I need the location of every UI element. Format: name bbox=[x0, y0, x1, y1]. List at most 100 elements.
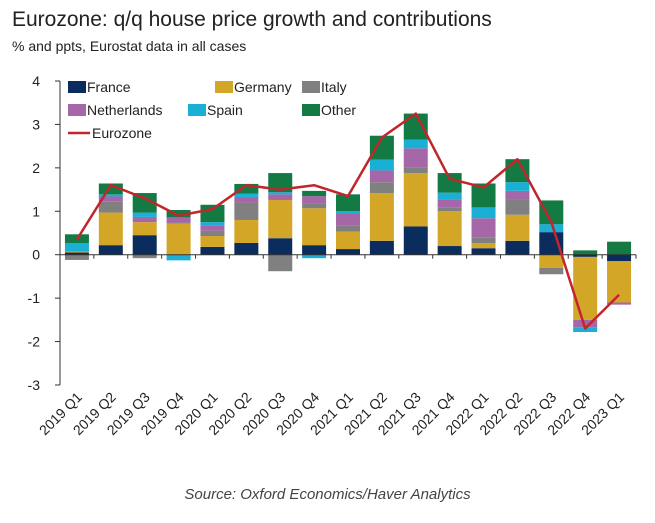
legend-label-france: France bbox=[87, 79, 131, 95]
bar-france bbox=[200, 246, 225, 255]
bar-france bbox=[268, 238, 293, 255]
bar-other bbox=[132, 193, 157, 213]
bar-netherlands bbox=[369, 170, 394, 183]
y-tick-label: 1 bbox=[32, 203, 40, 219]
bar-france bbox=[607, 254, 632, 262]
bar-germany bbox=[98, 212, 123, 246]
bar-netherlands bbox=[573, 319, 598, 328]
bar-france bbox=[471, 248, 496, 255]
bar-spain bbox=[403, 139, 428, 149]
bar-other bbox=[437, 173, 462, 193]
bar-germany bbox=[336, 231, 360, 250]
bar-netherlands bbox=[98, 196, 123, 202]
y-tick-label: 0 bbox=[32, 247, 40, 263]
bars-layer bbox=[64, 113, 632, 333]
bar-france bbox=[437, 246, 462, 255]
bar-germany bbox=[539, 254, 564, 268]
y-tick-label: -2 bbox=[28, 334, 41, 350]
legend-label-other: Other bbox=[321, 102, 356, 118]
y-tick-label: 3 bbox=[32, 116, 40, 132]
legend-swatch-spain bbox=[188, 104, 206, 116]
bar-germany bbox=[200, 236, 225, 247]
bar-netherlands bbox=[200, 225, 225, 231]
legend-label-spain: Spain bbox=[207, 102, 243, 118]
legend-label-germany: Germany bbox=[234, 79, 292, 95]
bar-germany bbox=[268, 199, 293, 239]
bar-netherlands bbox=[471, 218, 496, 238]
y-tick-label: -3 bbox=[28, 377, 41, 393]
bar-spain bbox=[336, 211, 360, 214]
legend-swatch-france bbox=[68, 81, 86, 93]
bar-spain bbox=[200, 222, 225, 226]
bar-other bbox=[200, 204, 225, 223]
legend-swatch-italy bbox=[302, 81, 320, 93]
legend-swatch-other bbox=[302, 104, 320, 116]
bar-germany bbox=[573, 256, 598, 320]
bar-italy bbox=[302, 203, 327, 209]
line-layer bbox=[75, 112, 620, 330]
bar-other bbox=[234, 183, 259, 194]
bar-italy bbox=[403, 167, 428, 174]
bar-other bbox=[573, 250, 598, 255]
bar-france bbox=[302, 245, 327, 255]
bar-netherlands bbox=[234, 196, 259, 203]
legend-label-italy: Italy bbox=[321, 79, 347, 95]
bar-netherlands bbox=[505, 190, 530, 200]
bar-other bbox=[268, 173, 293, 193]
bar-other bbox=[539, 200, 564, 225]
legend-label-eurozone: Eurozone bbox=[92, 125, 152, 141]
bar-germany bbox=[132, 222, 157, 236]
bar-spain bbox=[573, 327, 598, 333]
y-tick-label: 4 bbox=[32, 73, 40, 89]
bar-italy bbox=[132, 254, 157, 259]
bar-germany bbox=[166, 223, 191, 255]
bar-italy bbox=[98, 201, 123, 213]
bar-italy bbox=[369, 182, 394, 194]
bar-other bbox=[98, 183, 123, 195]
bar-italy bbox=[437, 207, 462, 212]
bar-spain bbox=[505, 182, 530, 191]
bar-other bbox=[336, 194, 360, 212]
bar-germany bbox=[505, 214, 530, 241]
bar-italy bbox=[471, 237, 496, 243]
bar-spain bbox=[539, 224, 564, 233]
y-tick-label: -1 bbox=[28, 290, 41, 306]
bar-france bbox=[98, 245, 123, 255]
bar-italy bbox=[166, 222, 191, 224]
bar-spain bbox=[98, 194, 123, 197]
legend-label-netherlands: Netherlands bbox=[87, 102, 163, 118]
bar-italy bbox=[505, 199, 530, 215]
bar-germany bbox=[369, 193, 394, 241]
bar-spain bbox=[64, 242, 89, 252]
legend-swatch-netherlands bbox=[68, 104, 86, 116]
bar-other bbox=[471, 183, 496, 208]
bar-other bbox=[505, 159, 530, 183]
bar-netherlands bbox=[132, 216, 157, 223]
bar-germany bbox=[234, 219, 259, 243]
bar-netherlands bbox=[437, 199, 462, 208]
bar-spain bbox=[268, 192, 293, 195]
bar-spain bbox=[369, 159, 394, 171]
bar-netherlands bbox=[403, 148, 428, 168]
bar-france bbox=[369, 240, 394, 255]
bar-italy bbox=[234, 202, 259, 220]
bar-france bbox=[505, 240, 530, 255]
bar-spain bbox=[471, 207, 496, 219]
bar-spain bbox=[437, 192, 462, 200]
bar-spain bbox=[234, 193, 259, 197]
bar-netherlands bbox=[607, 302, 632, 305]
bar-france bbox=[64, 252, 89, 255]
bar-netherlands bbox=[302, 196, 327, 204]
bar-germany bbox=[302, 208, 327, 246]
bar-spain bbox=[132, 212, 157, 217]
bar-italy bbox=[539, 267, 564, 275]
bar-italy bbox=[268, 254, 293, 272]
chart-source: Source: Oxford Economics/Haver Analytics bbox=[184, 486, 471, 503]
bar-france bbox=[573, 254, 598, 257]
bar-other bbox=[607, 241, 632, 255]
bar-germany bbox=[64, 251, 89, 253]
bar-germany bbox=[403, 173, 428, 227]
chart-title: Eurozone: q/q house price growth and con… bbox=[12, 8, 492, 31]
bar-netherlands bbox=[336, 213, 360, 226]
